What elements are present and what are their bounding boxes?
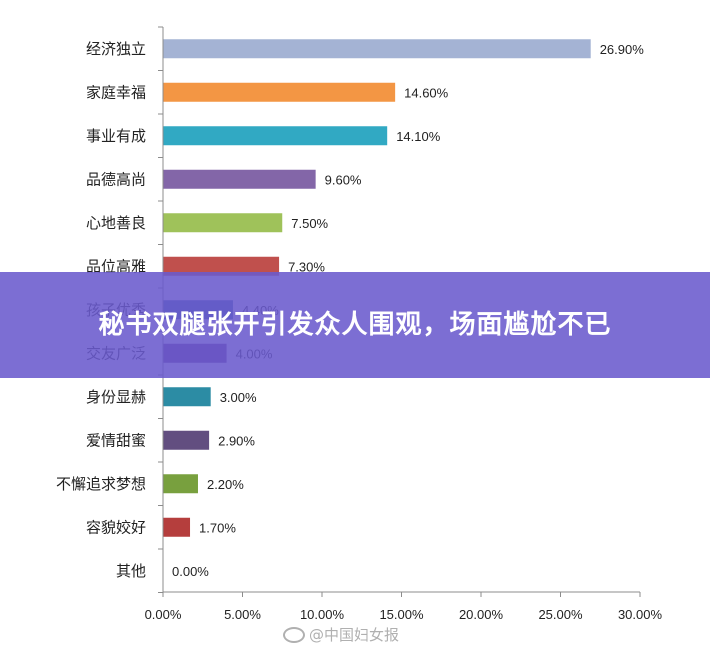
value-label: 2.90% bbox=[218, 433, 255, 448]
category-label: 其他 bbox=[116, 562, 146, 580]
x-tick-label: 25.00% bbox=[538, 607, 583, 622]
watermark: @中国妇女报 bbox=[283, 624, 399, 645]
value-labels: 26.90%14.60%14.10%9.60%7.50%7.30%4.40%4.… bbox=[172, 42, 644, 579]
category-label: 不懈追求梦想 bbox=[56, 475, 146, 493]
value-label: 2.20% bbox=[207, 477, 244, 492]
bar bbox=[163, 430, 210, 450]
category-label: 心地善良 bbox=[86, 214, 146, 232]
category-label: 身份显赫 bbox=[86, 388, 146, 406]
value-label: 7.30% bbox=[288, 259, 325, 274]
value-label: 14.10% bbox=[396, 129, 441, 144]
bar bbox=[163, 39, 591, 59]
bar bbox=[163, 517, 191, 537]
category-label: 品位高雅 bbox=[86, 257, 146, 275]
value-label: 3.00% bbox=[220, 390, 257, 405]
category-label: 经济独立 bbox=[86, 40, 146, 58]
value-label: 7.50% bbox=[291, 216, 328, 231]
bar bbox=[163, 256, 280, 276]
x-tick-label: 20.00% bbox=[459, 607, 504, 622]
bar bbox=[163, 169, 316, 189]
x-tick-label: 10.00% bbox=[300, 607, 345, 622]
weibo-icon bbox=[283, 626, 305, 643]
value-label: 26.90% bbox=[600, 42, 645, 57]
x-tick-label: 5.00% bbox=[224, 607, 261, 622]
value-label: 9.60% bbox=[325, 172, 362, 187]
x-tick-label: 30.00% bbox=[618, 607, 663, 622]
bars bbox=[163, 39, 591, 537]
bar bbox=[163, 474, 198, 494]
x-tick-label: 15.00% bbox=[379, 607, 424, 622]
bar bbox=[163, 213, 283, 233]
bar bbox=[163, 126, 388, 146]
category-label: 家庭幸福 bbox=[86, 83, 146, 101]
headline-text: 秘书双腿张开引发众人围观，场面尴尬不已 bbox=[98, 310, 612, 340]
category-label: 事业有成 bbox=[86, 127, 146, 145]
x-tick-label: 0.00% bbox=[145, 607, 182, 622]
bar bbox=[163, 387, 211, 407]
value-label: 1.70% bbox=[199, 520, 236, 535]
watermark-text: @中国妇女报 bbox=[309, 626, 400, 644]
category-label: 爱情甜蜜 bbox=[86, 431, 146, 449]
axes: 0.00% 5.00% 10.00% 15.00% 20.00% 25.00% 30.00% bbox=[145, 26, 663, 622]
value-label: 14.60% bbox=[404, 85, 449, 100]
value-label: 0.00% bbox=[172, 564, 209, 579]
category-label: 容貌姣好 bbox=[86, 518, 146, 536]
category-label: 品德高尚 bbox=[86, 170, 146, 188]
headline-banner: 秘书双腿张开引发众人围观，场面尴尬不已 bbox=[0, 272, 710, 378]
bar bbox=[163, 82, 396, 102]
